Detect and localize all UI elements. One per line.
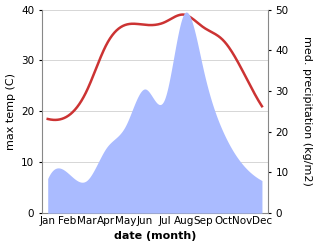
Y-axis label: med. precipitation (kg/m2): med. precipitation (kg/m2)	[302, 36, 313, 186]
X-axis label: date (month): date (month)	[114, 231, 196, 242]
Y-axis label: max temp (C): max temp (C)	[5, 73, 16, 150]
